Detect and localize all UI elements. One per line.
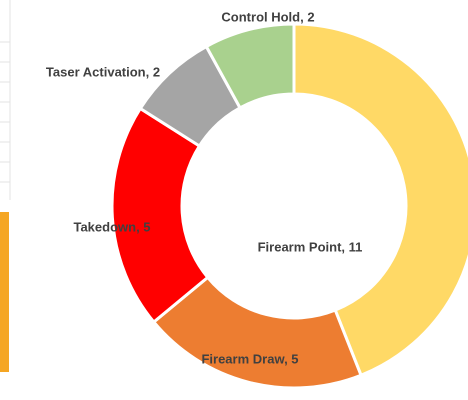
data-label: Takedown, 5 bbox=[73, 219, 150, 234]
data-label: Taser Activation, 2 bbox=[46, 64, 160, 79]
data-label: Control Hold, 2 bbox=[221, 9, 314, 24]
cell-highlight bbox=[0, 212, 9, 372]
donut-slice bbox=[204, 22, 296, 110]
donut-slice bbox=[151, 275, 363, 390]
donut-slice bbox=[292, 22, 468, 378]
spreadsheet-fragment bbox=[0, 0, 11, 200]
donut-slice bbox=[110, 106, 210, 325]
data-label: Firearm Draw, 5 bbox=[201, 351, 298, 366]
data-label: Firearm Point, 11 bbox=[258, 239, 363, 254]
